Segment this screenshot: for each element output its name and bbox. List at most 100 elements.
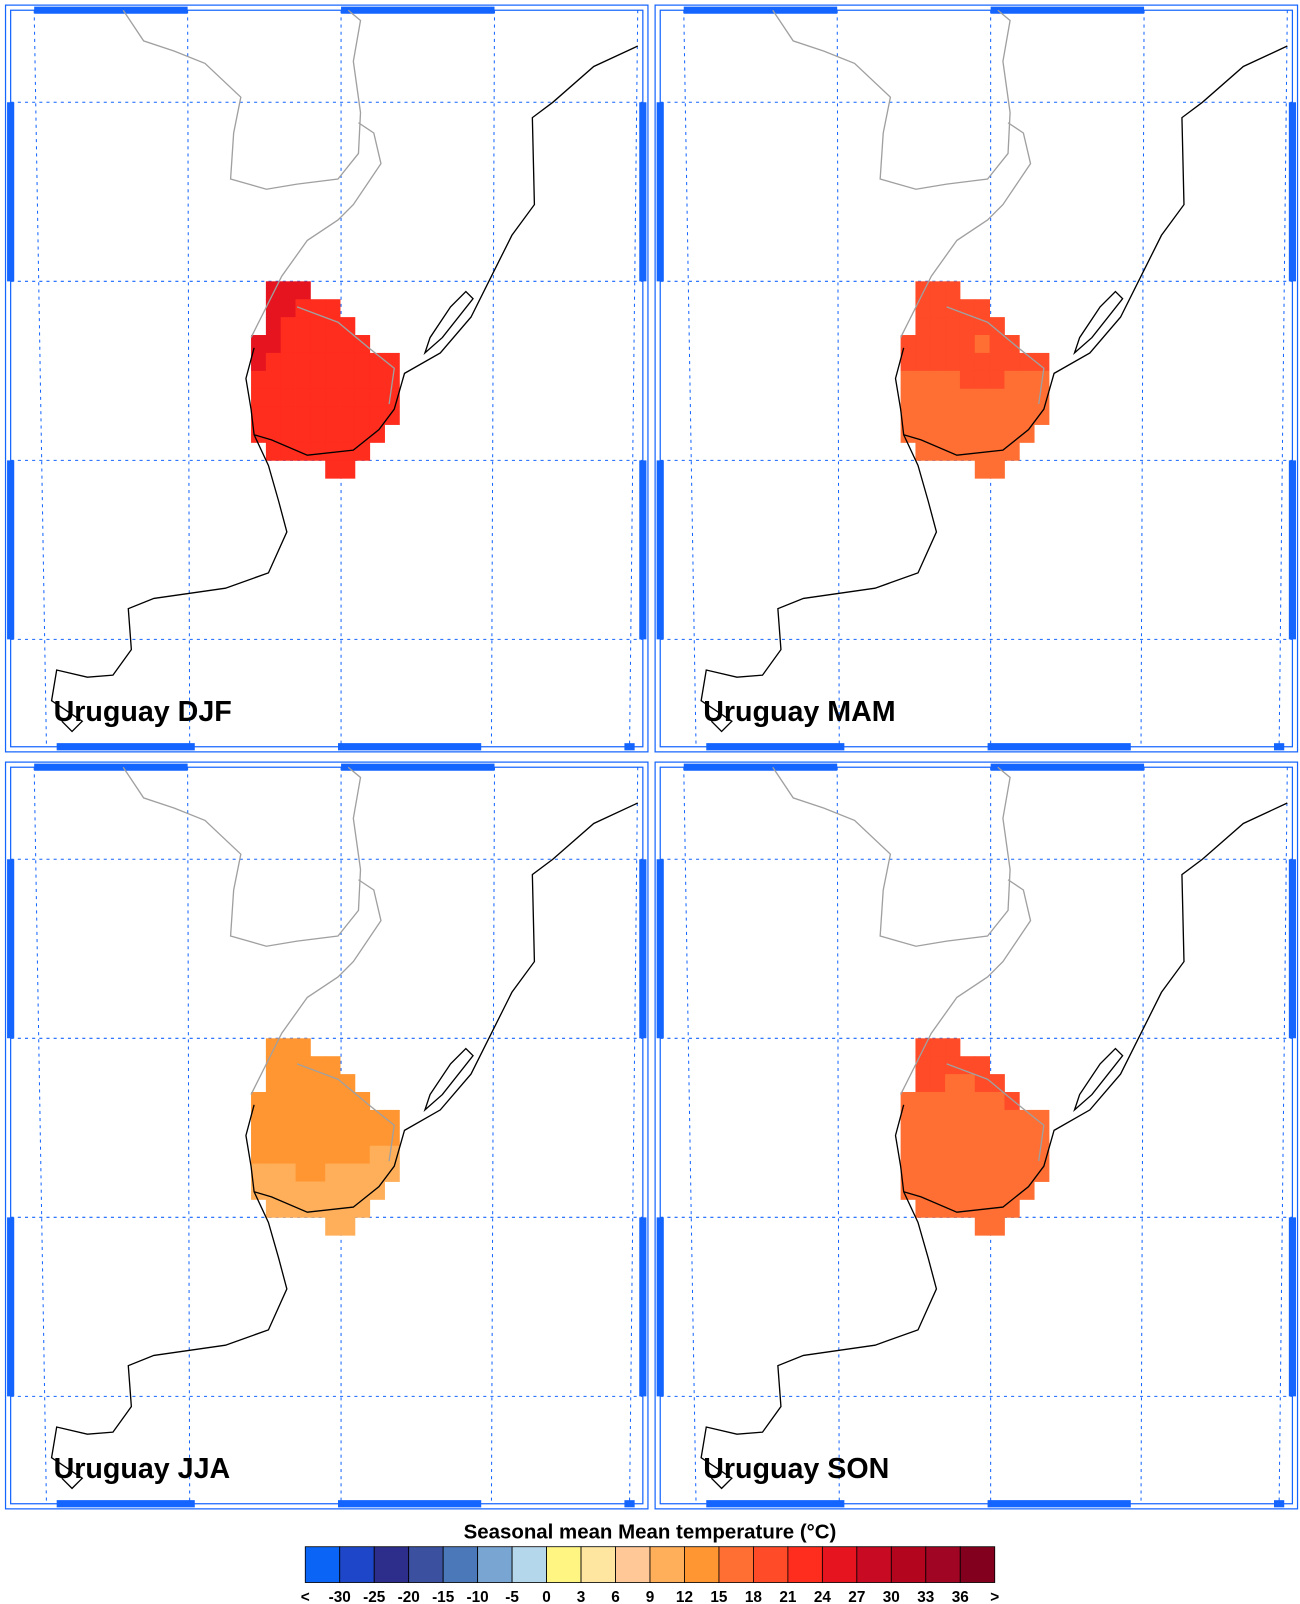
grid-cell: [1004, 1145, 1020, 1165]
colorbar-tick-label: -25: [363, 1589, 386, 1604]
grid-cell: [265, 299, 282, 318]
grid-cell: [1019, 1145, 1035, 1165]
graticule-line: [629, 10, 639, 747]
grid-cell: [1034, 1109, 1050, 1129]
grid-cell: [310, 1145, 326, 1165]
grid-cell: [989, 460, 1005, 479]
grid-cell: [295, 1199, 311, 1218]
graticule-line: [187, 767, 191, 1504]
grid-cell: [251, 1092, 267, 1111]
graticule-line: [33, 10, 47, 747]
graticule-line: [836, 767, 840, 1504]
grid-cell: [900, 388, 916, 408]
grid-cell: [1004, 1109, 1020, 1129]
grid-cell: [265, 406, 282, 425]
colorbar-box: [890, 1546, 927, 1583]
grid-cell: [989, 406, 1005, 425]
colorbar-box: [925, 1546, 961, 1583]
grid-cell: [280, 442, 296, 461]
grid-cell: [959, 1163, 976, 1182]
grid-cell: [310, 317, 326, 336]
grid-cell: [945, 1199, 961, 1218]
grid-cell: [295, 317, 311, 336]
grid-cell: [900, 1092, 916, 1111]
grid-cell: [280, 1163, 296, 1182]
grid-cell: [280, 335, 296, 354]
grid-cell: [354, 1163, 371, 1182]
grid-cell: [989, 1145, 1005, 1165]
grid-cell: [384, 352, 400, 372]
grid-cell: [310, 1074, 326, 1093]
colorbar-box: [615, 1546, 651, 1583]
grid-cell: [340, 1163, 356, 1182]
grid-cell: [280, 370, 296, 390]
grid-cell: [1019, 1163, 1035, 1182]
grid-cell: [310, 406, 326, 425]
grid-cell: [265, 1074, 282, 1093]
graticule-line: [629, 767, 639, 1504]
grid-cell: [325, 442, 341, 461]
grid-cell: [1019, 352, 1035, 372]
grid-cell: [325, 370, 341, 390]
grid-cell: [930, 1056, 946, 1075]
grid-cell: [989, 442, 1005, 461]
grid-cell: [251, 1145, 267, 1165]
colorbar-box: [373, 1546, 410, 1583]
grid-cell: [310, 1092, 326, 1111]
grid-cell: [354, 370, 371, 390]
grid-cell: [915, 317, 931, 336]
grid-cell: [354, 406, 371, 425]
grid-cell: [251, 370, 267, 390]
grid-cell: [959, 388, 976, 408]
colorbar-box: [787, 1546, 823, 1583]
grid-cell: [310, 352, 326, 372]
grid-cell: [945, 1038, 961, 1057]
grid-cell: [340, 388, 356, 408]
grid-cell: [265, 1163, 282, 1182]
grid-cell: [340, 1145, 356, 1165]
grid-cell: [325, 1056, 341, 1075]
graticule-line: [33, 767, 47, 1504]
grid-cell: [369, 1181, 385, 1200]
grid-cell: [959, 370, 976, 390]
graticule-line: [1140, 767, 1145, 1504]
grid-cell: [930, 1181, 946, 1200]
grid-cell: [930, 317, 946, 336]
grid-cell: [340, 370, 356, 390]
grid-cell: [325, 424, 341, 443]
grid-cell: [989, 424, 1005, 443]
colorbar-box: [718, 1546, 754, 1583]
grid-cell: [265, 281, 282, 300]
grid-cell: [945, 335, 961, 354]
grid-cell: [900, 424, 916, 443]
grid-cell: [915, 1181, 931, 1200]
grid-cell: [1034, 352, 1050, 372]
grid-cell: [340, 1217, 356, 1236]
grid-cell: [930, 406, 946, 425]
grid-cell: [930, 370, 946, 390]
grid-cell: [930, 335, 946, 354]
grid-cell: [280, 406, 296, 425]
grid-cell: [295, 1145, 311, 1165]
colorbar-tick-label: 9: [646, 1589, 655, 1604]
grid-cell: [974, 1109, 991, 1129]
grid-cell: [310, 1163, 326, 1182]
grid-cell: [1034, 1163, 1050, 1182]
grid-cell: [930, 442, 946, 461]
grid-cell: [974, 352, 991, 372]
grid-cell: [915, 1092, 931, 1111]
grid-cell: [989, 1163, 1005, 1182]
grid-cell: [280, 1074, 296, 1093]
grid-cell: [325, 1092, 341, 1111]
colorbar-tick-label: 6: [611, 1589, 620, 1604]
grid-cell: [959, 1127, 976, 1147]
grid-cell: [369, 1127, 385, 1147]
grid-cell: [295, 1092, 311, 1111]
colorbar-box: [546, 1546, 582, 1583]
grid-cell: [915, 1145, 931, 1165]
grid-cell: [251, 406, 267, 425]
grid-cell: [265, 442, 282, 461]
grid-cell: [930, 1092, 946, 1111]
grid-cell: [915, 1074, 931, 1093]
